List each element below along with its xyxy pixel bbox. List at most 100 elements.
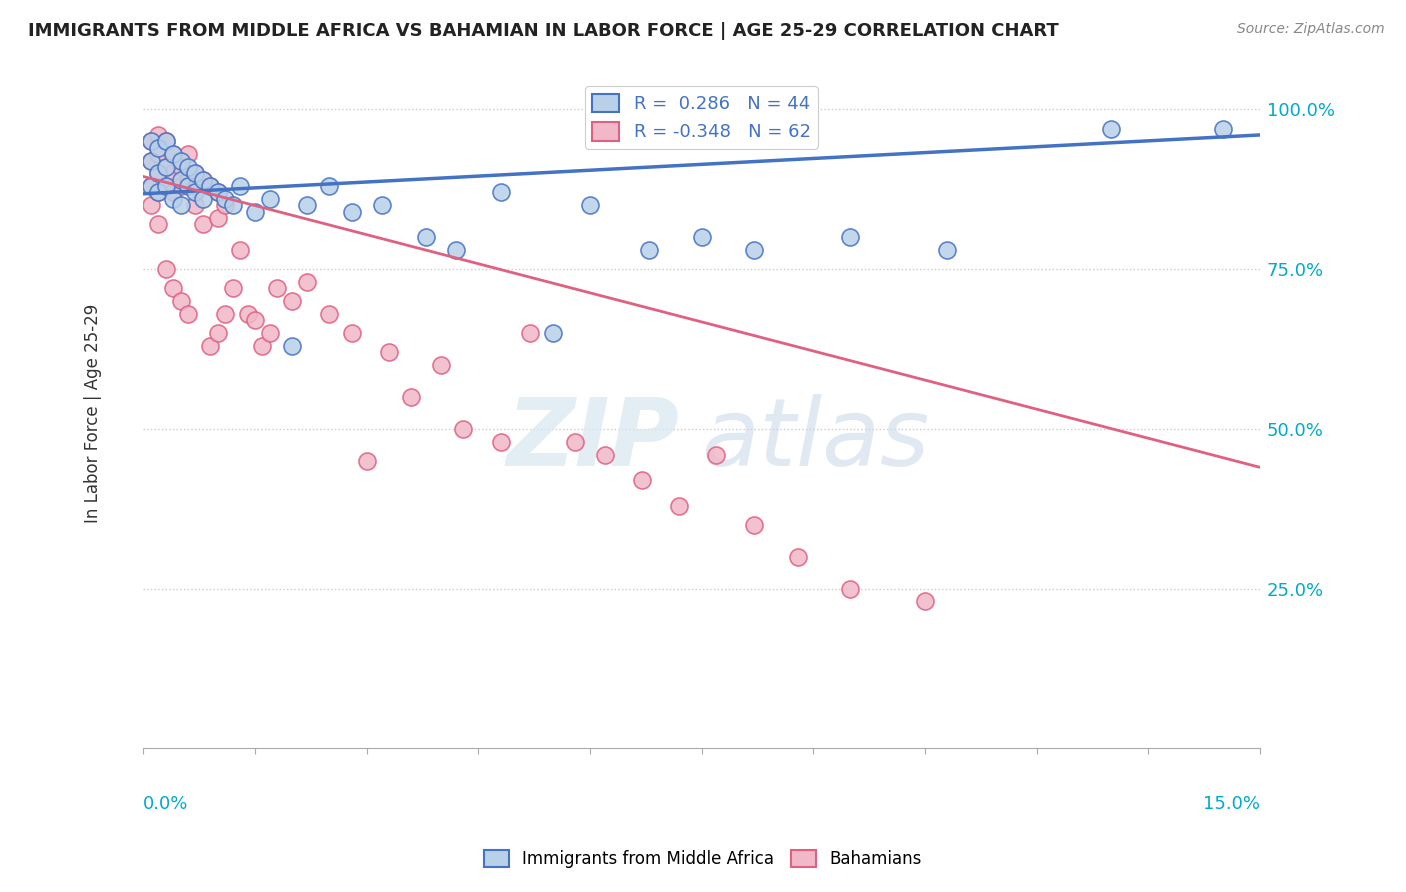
Point [148, 147, 170, 161]
Point [155, 134, 177, 148]
Point [207, 186, 229, 200]
Point [259, 326, 281, 340]
Point [936, 243, 959, 257]
Point [742, 243, 765, 257]
Point [318, 307, 340, 321]
Point [177, 172, 200, 186]
Point [593, 448, 616, 462]
Point [139, 153, 162, 168]
Point [444, 243, 467, 257]
Point [155, 262, 177, 277]
Point [839, 582, 862, 596]
Point [668, 499, 690, 513]
Point [191, 172, 214, 186]
Point [259, 192, 281, 206]
Point [169, 198, 191, 212]
Point [148, 166, 170, 180]
Point [690, 230, 713, 244]
Point [184, 166, 207, 180]
Point [266, 281, 288, 295]
Point [162, 192, 184, 206]
Point [243, 204, 266, 219]
Point [191, 172, 214, 186]
Point [579, 198, 602, 212]
Point [839, 230, 862, 244]
Point [148, 128, 170, 142]
Point [200, 179, 222, 194]
Point [184, 179, 207, 194]
Point [229, 243, 252, 257]
Point [184, 166, 207, 180]
Point [148, 166, 170, 180]
Point [162, 147, 184, 161]
Point [1212, 121, 1234, 136]
Point [191, 192, 214, 206]
Point [148, 186, 170, 200]
Point [169, 160, 191, 174]
Point [169, 294, 191, 309]
Point [631, 473, 654, 487]
Point [787, 549, 810, 564]
Point [139, 134, 162, 148]
Text: atlas: atlas [702, 394, 929, 485]
Point [370, 198, 392, 212]
Point [139, 179, 162, 194]
Point [155, 160, 177, 174]
Point [177, 147, 200, 161]
Point [162, 186, 184, 200]
Text: In Labor Force | Age 25-29: In Labor Force | Age 25-29 [84, 303, 103, 523]
Point [1099, 121, 1122, 136]
Point [155, 179, 177, 194]
Point [148, 186, 170, 200]
Point [356, 454, 378, 468]
Text: 15.0%: 15.0% [1202, 796, 1260, 814]
Point [207, 326, 229, 340]
Point [207, 186, 229, 200]
Point [221, 281, 243, 295]
Point [184, 198, 207, 212]
Point [177, 160, 200, 174]
Point [155, 179, 177, 194]
Point [214, 198, 236, 212]
Point [564, 434, 586, 449]
Point [169, 153, 191, 168]
Point [162, 147, 184, 161]
Point [155, 134, 177, 148]
Point [229, 179, 252, 194]
Point [453, 422, 475, 436]
Point [340, 204, 363, 219]
Point [177, 307, 200, 321]
Point [415, 230, 437, 244]
Legend: R =  0.286   N = 44, R = -0.348   N = 62: R = 0.286 N = 44, R = -0.348 N = 62 [585, 87, 818, 149]
Text: ZIP: ZIP [506, 393, 679, 486]
Point [177, 179, 200, 194]
Point [207, 211, 229, 225]
Point [139, 134, 162, 148]
Point [184, 186, 207, 200]
Point [214, 192, 236, 206]
Text: 0.0%: 0.0% [143, 796, 188, 814]
Point [295, 198, 318, 212]
Point [281, 339, 304, 353]
Point [638, 243, 661, 257]
Point [519, 326, 541, 340]
Point [295, 275, 318, 289]
Point [155, 160, 177, 174]
Point [489, 186, 512, 200]
Point [252, 339, 274, 353]
Point [430, 358, 453, 372]
Point [243, 313, 266, 327]
Point [236, 307, 259, 321]
Point [139, 198, 162, 212]
Point [401, 390, 423, 404]
Point [541, 326, 564, 340]
Point [318, 179, 340, 194]
Point [162, 166, 184, 180]
Point [148, 218, 170, 232]
Point [340, 326, 363, 340]
Point [139, 153, 162, 168]
Point [489, 434, 512, 449]
Point [169, 179, 191, 194]
Text: IMMIGRANTS FROM MIDDLE AFRICA VS BAHAMIAN IN LABOR FORCE | AGE 25-29 CORRELATION: IMMIGRANTS FROM MIDDLE AFRICA VS BAHAMIA… [28, 22, 1059, 40]
Point [139, 179, 162, 194]
